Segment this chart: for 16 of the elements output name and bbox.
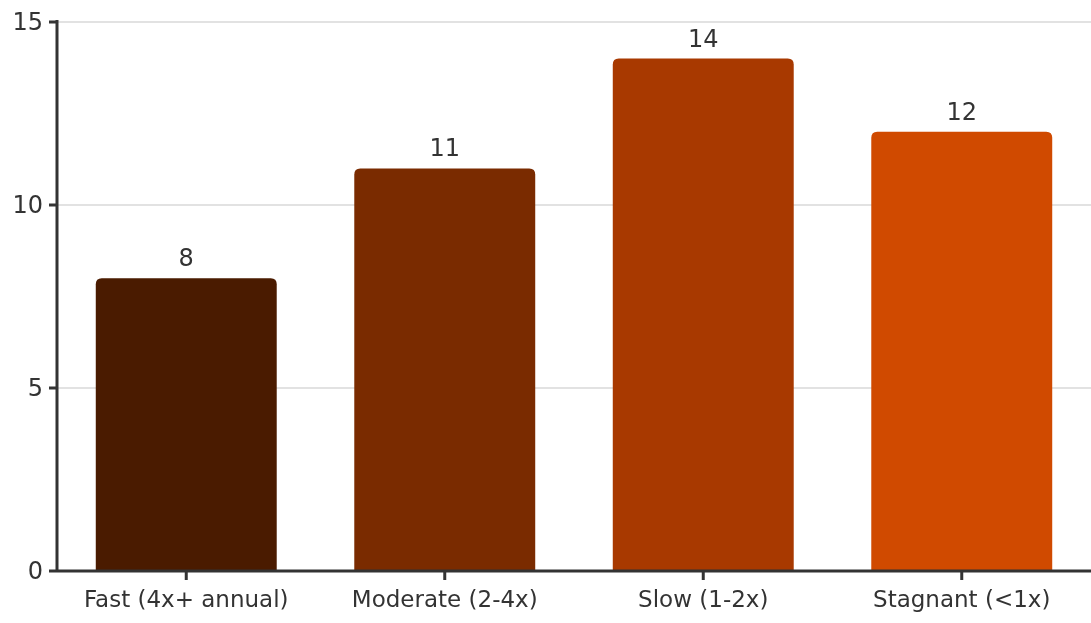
- x-tick-label: Stagnant (<1x): [873, 586, 1051, 612]
- y-tick-label: 10: [12, 191, 43, 220]
- y-tick-label: 0: [27, 557, 43, 586]
- bar: [871, 131, 1053, 571]
- bar: [95, 278, 277, 571]
- y-tick-label: 5: [27, 374, 43, 403]
- x-tick-label: Moderate (2-4x): [351, 586, 538, 612]
- data-label: 11: [429, 134, 461, 163]
- bar: [354, 168, 536, 571]
- data-label: 14: [687, 24, 719, 53]
- data-label: 12: [946, 97, 978, 126]
- y-tick-label: 15: [12, 8, 43, 37]
- x-tick-label: Slow (1-2x): [638, 586, 769, 612]
- bar: [612, 58, 794, 571]
- data-label: 8: [178, 244, 194, 273]
- x-tick-label: Fast (4x+ annual): [83, 586, 289, 612]
